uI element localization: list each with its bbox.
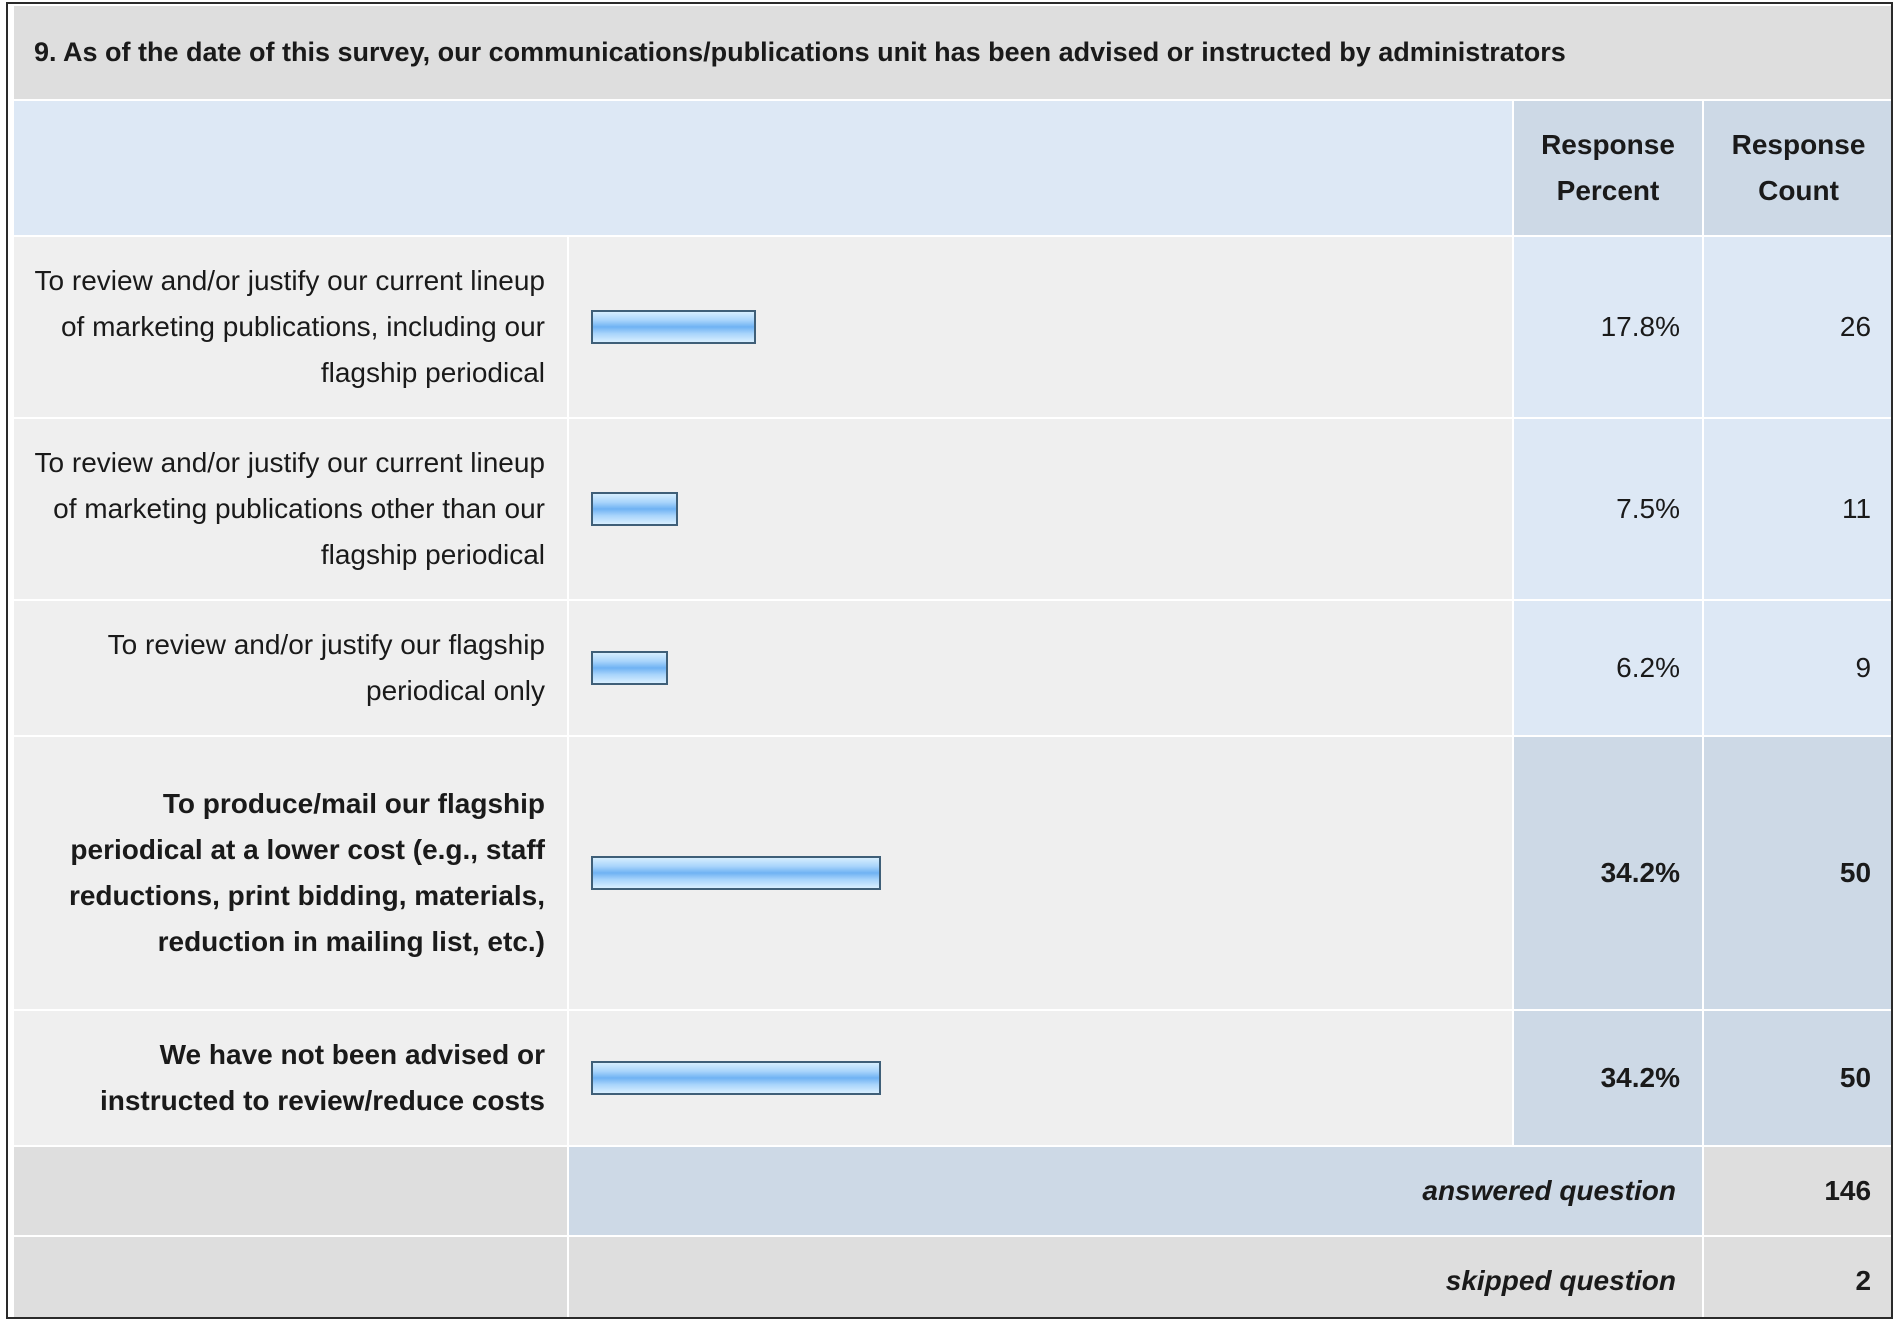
answer-row: To review and/or justify our flagship pe… bbox=[12, 599, 1891, 737]
response-count: 11 bbox=[1701, 417, 1891, 601]
answer-row: To review and/or justify our current lin… bbox=[12, 235, 1891, 419]
response-bar bbox=[591, 856, 881, 890]
answer-label: We have not been advised or instructed t… bbox=[12, 1009, 569, 1147]
bar-cell bbox=[567, 417, 1514, 601]
answer-row: We have not been advised or instructed t… bbox=[12, 1009, 1891, 1147]
response-bar bbox=[591, 310, 756, 344]
response-percent: 34.2% bbox=[1512, 1009, 1704, 1147]
survey-results-panel: 9. As of the date of this survey, our co… bbox=[6, 2, 1893, 1319]
response-percent: 6.2% bbox=[1512, 599, 1704, 737]
answer-row: To review and/or justify our current lin… bbox=[12, 417, 1891, 601]
response-percent: 17.8% bbox=[1512, 235, 1704, 419]
skipped-question-label: skipped question bbox=[567, 1235, 1704, 1317]
response-percent: 34.2% bbox=[1512, 735, 1704, 1011]
bar-cell bbox=[567, 599, 1514, 737]
skipped-row: skipped question 2 bbox=[12, 1235, 1891, 1317]
question-title: 9. As of the date of this survey, our co… bbox=[11, 4, 1891, 101]
response-count: 9 bbox=[1701, 599, 1891, 737]
answered-question-value: 146 bbox=[1701, 1145, 1891, 1237]
answered-question-label: answered question bbox=[567, 1145, 1704, 1237]
response-percent-header: Response Percent bbox=[1512, 99, 1704, 237]
response-count: 50 bbox=[1701, 1009, 1891, 1147]
response-count: 26 bbox=[1701, 235, 1891, 419]
response-count-header: Response Count bbox=[1701, 99, 1891, 237]
bar-cell bbox=[567, 235, 1514, 419]
skipped-spacer bbox=[12, 1235, 569, 1317]
answer-label: To produce/mail our flagship periodical … bbox=[12, 735, 569, 1011]
response-bar bbox=[591, 651, 668, 685]
answered-row: answered question 146 bbox=[12, 1145, 1891, 1237]
response-count: 50 bbox=[1701, 735, 1891, 1011]
bar-cell bbox=[567, 1009, 1514, 1147]
response-bar bbox=[591, 492, 678, 526]
answer-row: To produce/mail our flagship periodical … bbox=[12, 735, 1891, 1011]
header-spacer bbox=[12, 99, 1514, 237]
answer-label: To review and/or justify our flagship pe… bbox=[12, 599, 569, 737]
survey-results-table: 9. As of the date of this survey, our co… bbox=[11, 4, 1891, 1317]
response-percent: 7.5% bbox=[1512, 417, 1704, 601]
answer-label: To review and/or justify our current lin… bbox=[12, 235, 569, 419]
bar-cell bbox=[567, 735, 1514, 1011]
skipped-question-value: 2 bbox=[1701, 1235, 1891, 1317]
answered-spacer bbox=[12, 1145, 569, 1237]
answer-label: To review and/or justify our current lin… bbox=[12, 417, 569, 601]
response-bar bbox=[591, 1061, 881, 1095]
